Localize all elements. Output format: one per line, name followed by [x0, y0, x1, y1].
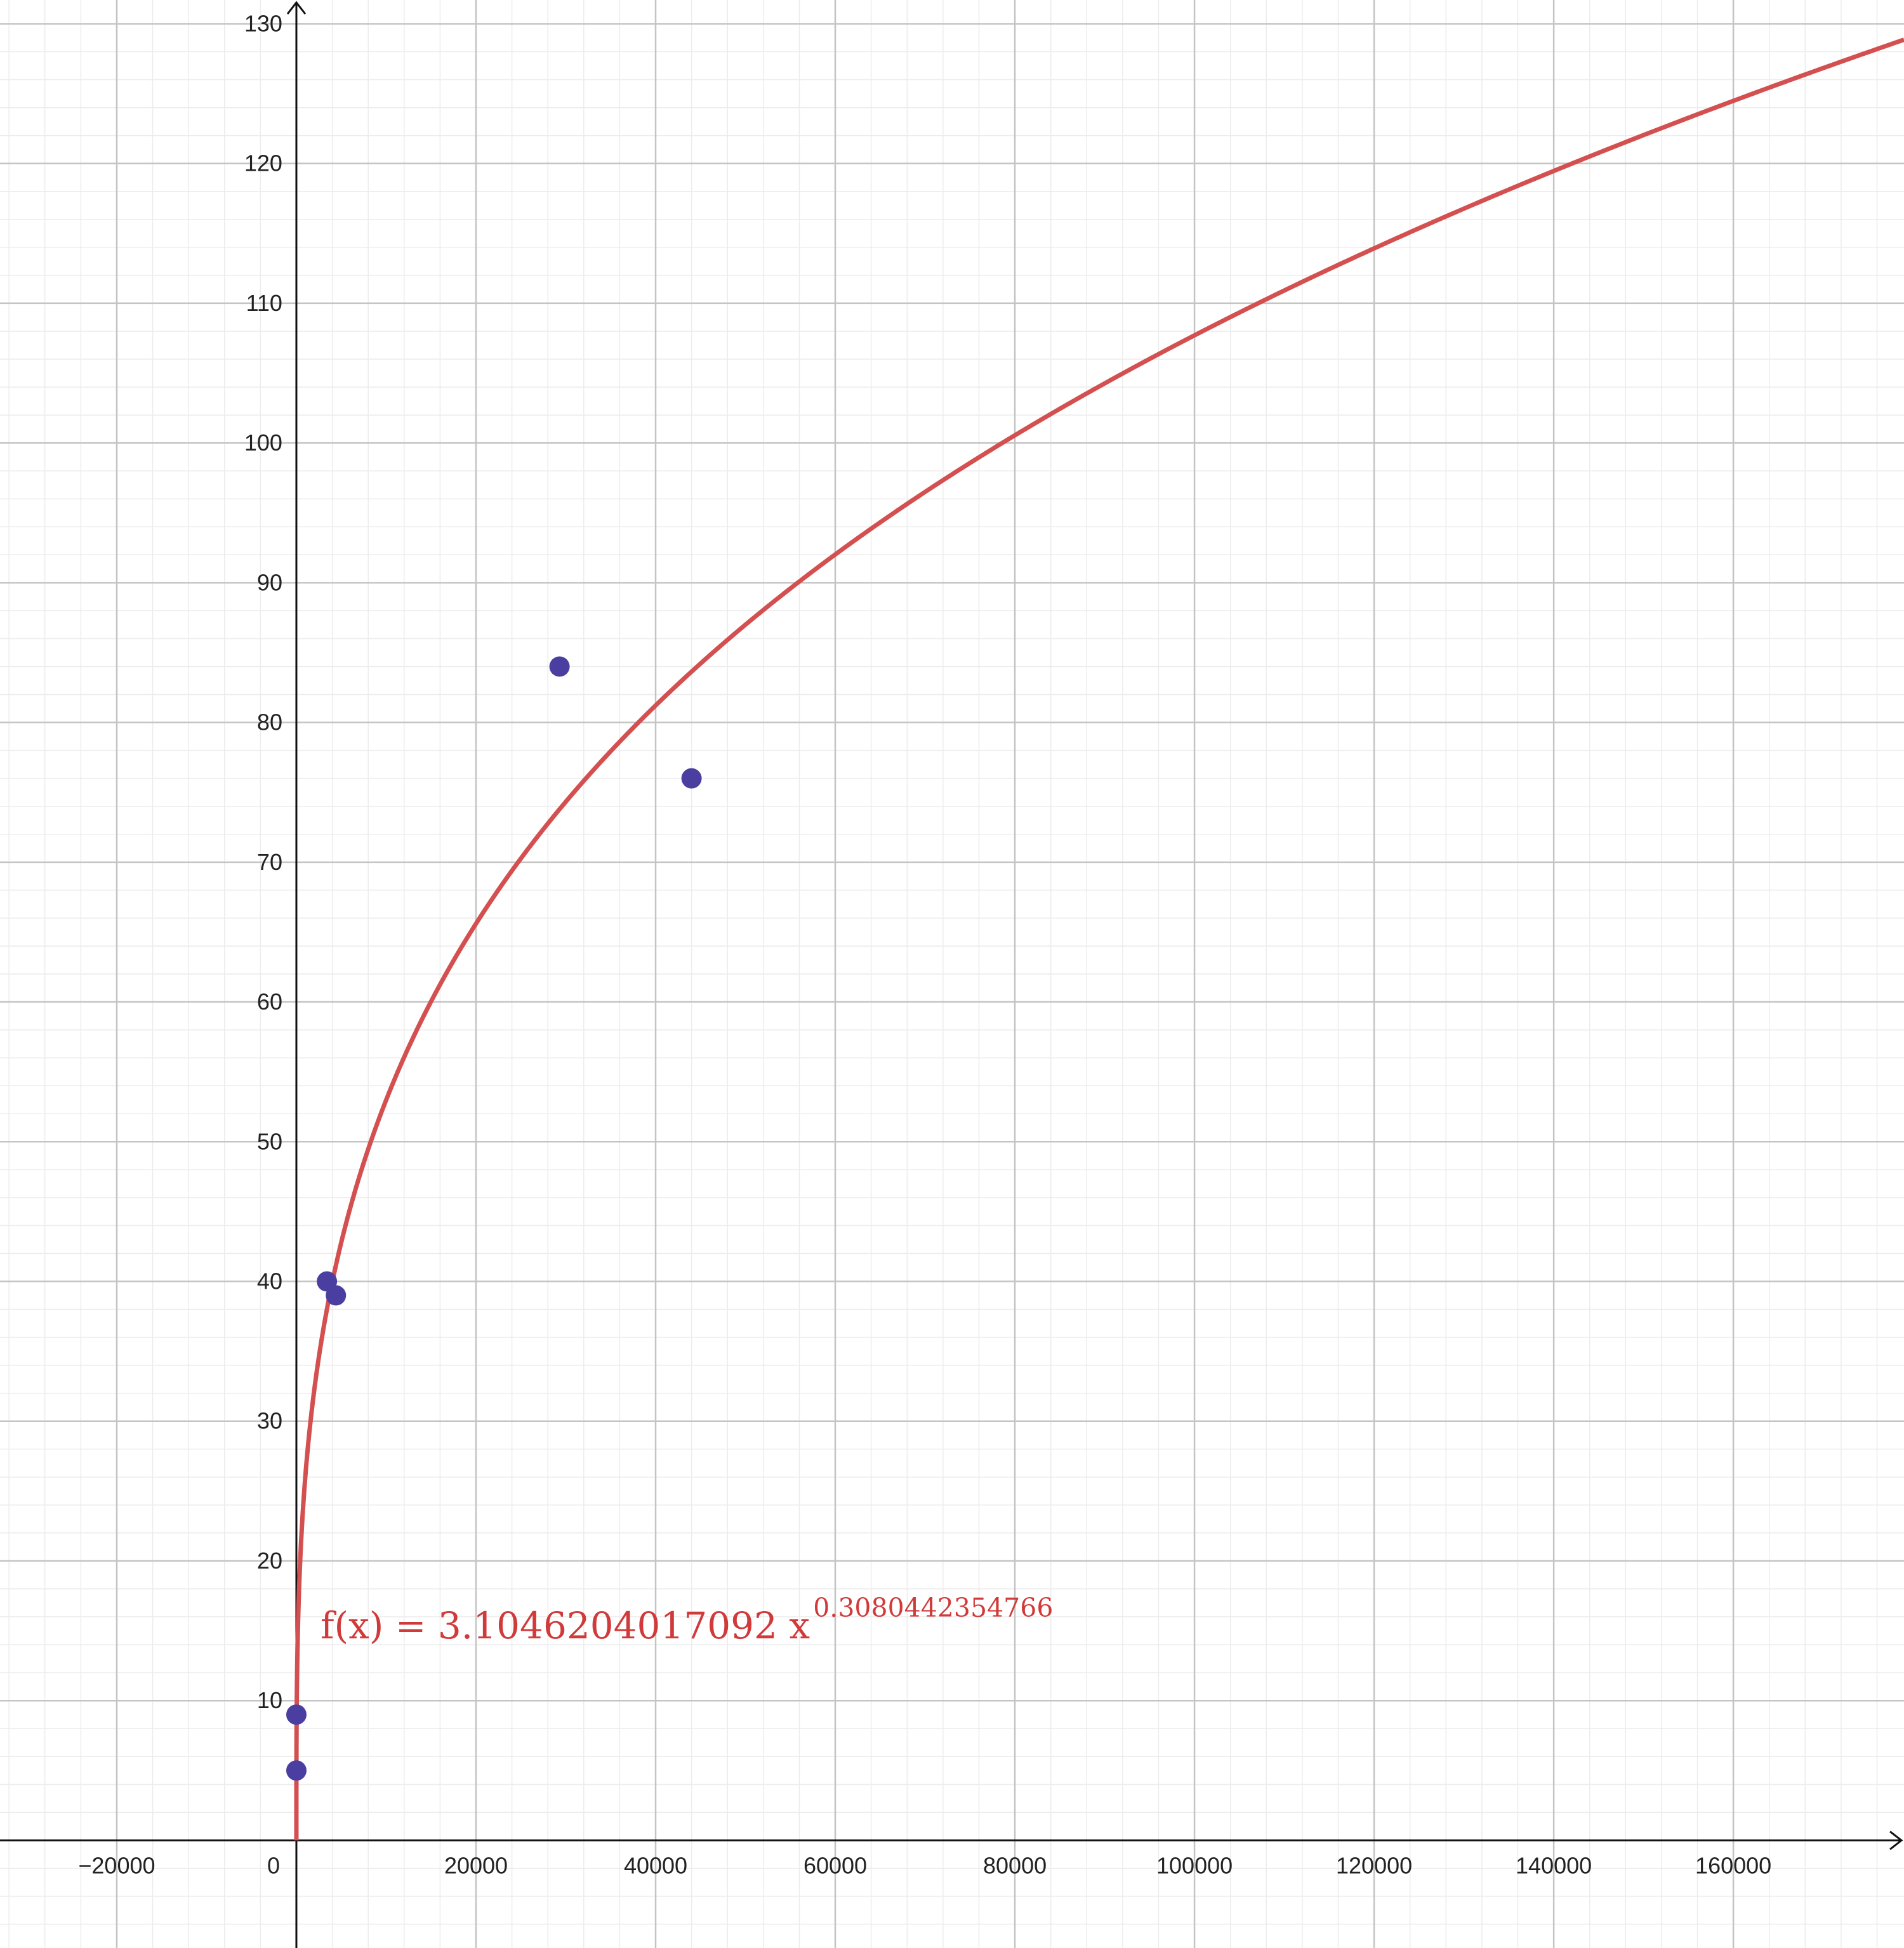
y-tick-label: 60	[257, 989, 282, 1015]
x-tick-label: 160000	[1695, 1852, 1771, 1878]
y-tick-label: 100	[244, 430, 282, 456]
curve-equation-label: f(x) = 3.1046204017092 x 0.3080442354766	[321, 1593, 1053, 1647]
y-tick-label: 10	[257, 1687, 282, 1713]
data-point	[549, 656, 570, 677]
y-tick-label: 110	[246, 290, 282, 316]
y-axis-arrow	[286, 1, 307, 15]
fit-curve-line	[294, 37, 1904, 1843]
y-tick-label: 50	[257, 1128, 282, 1154]
equation-exponent: 0.3080442354766	[813, 1593, 1053, 1623]
data-point	[681, 768, 702, 789]
x-tick-label: −20000	[78, 1852, 155, 1878]
y-tick-label: 20	[257, 1548, 282, 1574]
x-tick-label: 140000	[1516, 1852, 1592, 1878]
x-tick-label: 0	[267, 1852, 280, 1878]
y-tick-label: 130	[244, 10, 282, 36]
x-tick-label: 80000	[983, 1852, 1047, 1878]
y-tick-label: 40	[257, 1268, 282, 1294]
data-points-layer	[286, 656, 702, 1781]
y-tick-label: 70	[257, 849, 282, 875]
x-tick-label: 60000	[803, 1852, 867, 1878]
data-point	[286, 1760, 307, 1781]
equation-main: f(x) = 3.1046204017092 x	[321, 1604, 810, 1647]
y-tick-label: 120	[244, 150, 282, 176]
fit-curve-layer	[294, 37, 1904, 1843]
y-tick-label: 90	[257, 569, 282, 595]
y-tick-label: 30	[257, 1408, 282, 1434]
data-point	[326, 1285, 347, 1306]
x-tick-label: 20000	[444, 1852, 508, 1878]
x-axis-arrow	[1889, 1831, 1903, 1850]
data-point	[286, 1704, 307, 1725]
tick-labels: −20000 0 20000 40000 60000 80000 100000 120000 1…	[78, 10, 1771, 1878]
y-tick-label: 80	[257, 709, 282, 735]
x-tick-label: 100000	[1156, 1852, 1233, 1878]
x-tick-label: 40000	[624, 1852, 687, 1878]
x-tick-label: 120000	[1336, 1852, 1412, 1878]
